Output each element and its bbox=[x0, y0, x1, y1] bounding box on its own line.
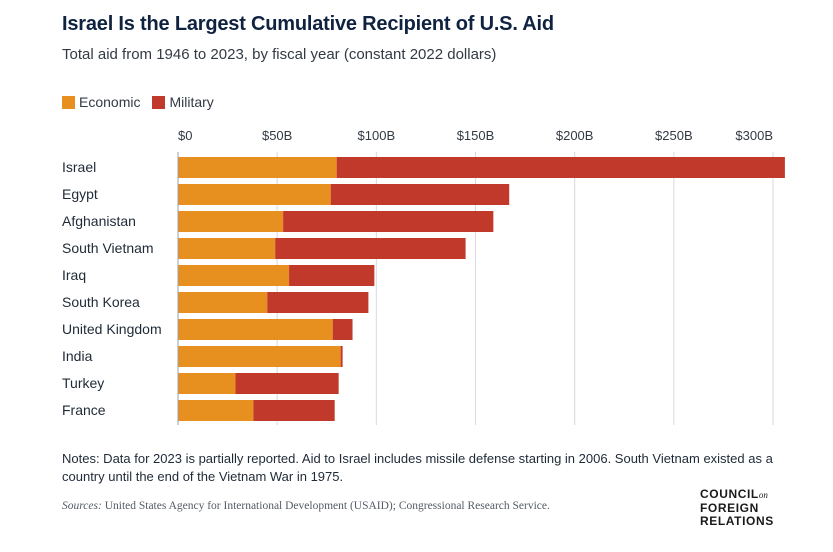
logo-line-3: RELATIONS bbox=[700, 514, 774, 528]
bar-economic bbox=[178, 265, 290, 286]
bar-economic bbox=[178, 319, 333, 340]
logo-line-2: FOREIGN bbox=[700, 501, 759, 515]
x-tick-label: $200B bbox=[556, 128, 594, 143]
bar-military bbox=[336, 157, 785, 178]
bar-military bbox=[275, 238, 466, 259]
x-tick-label: $300B bbox=[735, 128, 773, 143]
bar-military bbox=[235, 373, 339, 394]
x-tick-label: $100B bbox=[358, 128, 396, 143]
category-label: Turkey bbox=[62, 375, 104, 391]
chart-legend: Economic Military bbox=[62, 94, 226, 110]
legend-label-military: Military bbox=[169, 94, 214, 110]
chart-subtitle: Total aid from 1946 to 2023, by fiscal y… bbox=[62, 46, 497, 63]
bar-economic bbox=[178, 184, 331, 205]
category-label: South Korea bbox=[62, 294, 140, 310]
cfr-logo: COUNCILon FOREIGN RELATIONS bbox=[700, 488, 774, 528]
category-label: Afghanistan bbox=[62, 213, 136, 229]
bar-economic bbox=[178, 157, 337, 178]
bar-economic bbox=[178, 238, 276, 259]
bar-military bbox=[283, 211, 494, 232]
sources-text: United States Agency for International D… bbox=[104, 500, 550, 512]
category-label: France bbox=[62, 402, 106, 418]
legend-item-economic: Economic bbox=[62, 94, 140, 110]
category-label: India bbox=[62, 348, 93, 364]
bar-military bbox=[340, 346, 343, 367]
x-tick-label: $150B bbox=[457, 128, 495, 143]
logo-line-1: COUNCILon bbox=[700, 487, 768, 501]
legend-item-military: Military bbox=[152, 94, 214, 110]
category-label: Israel bbox=[62, 159, 96, 175]
bar-economic bbox=[178, 292, 268, 313]
chart-notes: Notes: Data for 2023 is partially report… bbox=[62, 451, 773, 484]
bar-military bbox=[330, 184, 510, 205]
category-label: Iraq bbox=[62, 267, 86, 283]
chart-sources: Sources: United States Agency for Intern… bbox=[62, 500, 550, 512]
chart-title: Israel Is the Largest Cumulative Recipie… bbox=[62, 13, 554, 35]
bar-chart: $0 $50B $100B $150B $200B $250B $300B Israel Egy… bbox=[62, 128, 785, 425]
bar-economic bbox=[178, 211, 284, 232]
sources-label: Sources: bbox=[62, 500, 102, 512]
legend-label-economic: Economic bbox=[79, 94, 141, 110]
category-label: South Vietnam bbox=[62, 240, 154, 256]
bar-military bbox=[332, 319, 353, 340]
x-tick-label: $250B bbox=[655, 128, 693, 143]
bar-military bbox=[267, 292, 369, 313]
category-label: Egypt bbox=[62, 186, 98, 202]
x-tick-label: $50B bbox=[262, 128, 292, 143]
bar-military bbox=[253, 400, 335, 421]
bar-economic bbox=[178, 400, 254, 421]
x-tick-label: $0 bbox=[178, 128, 192, 143]
bar-military bbox=[289, 265, 375, 286]
category-label: United Kingdom bbox=[62, 321, 162, 337]
bar-economic bbox=[178, 346, 341, 367]
bar-economic bbox=[178, 373, 236, 394]
legend-swatch-economic bbox=[62, 95, 75, 109]
legend-swatch-military bbox=[152, 95, 166, 109]
